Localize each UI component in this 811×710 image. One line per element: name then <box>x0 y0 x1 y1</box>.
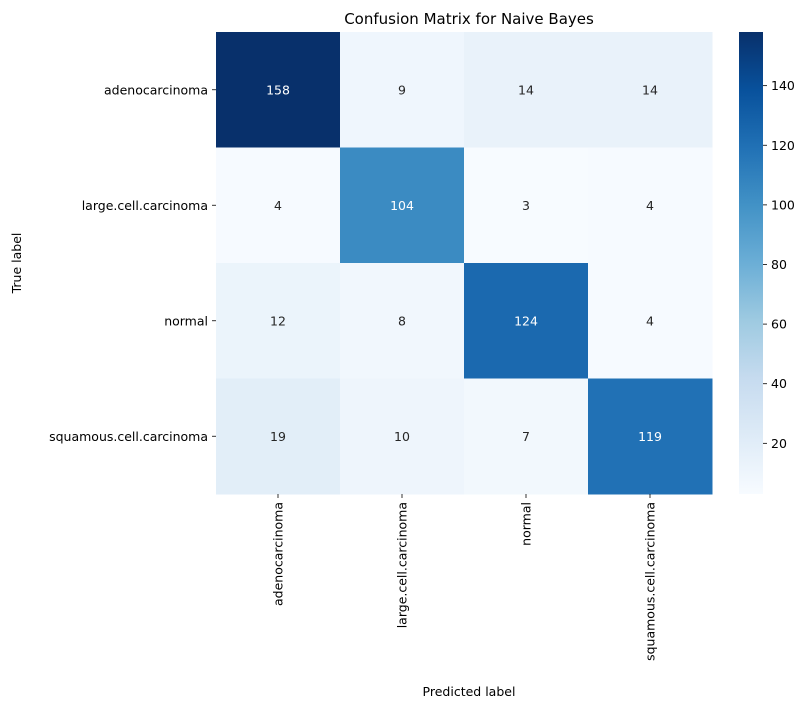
y-axis-ticks: adenocarcinoma large.cell.carcinoma normal… <box>49 82 216 444</box>
heatmap-cell <box>464 32 589 148</box>
x-tick-label: squamous.cell.carcinoma <box>643 502 658 661</box>
heatmap-cell <box>340 263 465 379</box>
cell-value-label: 14 <box>518 82 534 97</box>
x-tick-label: normal <box>519 502 534 546</box>
heatmap-cell <box>588 263 713 379</box>
heatmap-cell <box>216 263 341 379</box>
cell-value-label: 9 <box>398 82 406 97</box>
heatmap-cell <box>340 147 465 264</box>
y-tick-label: adenocarcinoma <box>104 82 208 97</box>
cell-value-label: 19 <box>270 429 286 444</box>
cell-value-label: 4 <box>274 198 282 213</box>
colorbar-tick-label: 140 <box>771 78 795 93</box>
colorbar-tick-label: 20 <box>771 436 787 451</box>
cell-value-label: 158 <box>266 82 290 97</box>
colorbar-tick-label: 80 <box>771 257 787 272</box>
cell-value-label: 12 <box>270 313 286 328</box>
y-tick-label: large.cell.carcinoma <box>82 198 208 213</box>
cell-value-label: 3 <box>522 198 530 213</box>
x-axis-ticks: adenocarcinoma large.cell.carcinoma normal… <box>271 494 658 661</box>
heatmap-cell <box>464 378 589 495</box>
cell-value-label: 14 <box>642 82 658 97</box>
heatmap-cell <box>588 147 713 264</box>
cell-value-label: 7 <box>522 429 530 444</box>
cell-value-label: 8 <box>398 313 406 328</box>
heatmap-cell <box>216 32 341 148</box>
heatmap-cell-labels: 158 9 14 14 4 104 3 4 12 8 124 4 19 10 7 119 <box>266 82 662 444</box>
heatmap-cell <box>216 378 341 495</box>
heatmap-cell <box>464 263 589 379</box>
x-axis-label: Predicted label <box>423 684 516 699</box>
colorbar-ticks: 20 40 60 80 100 120 140 <box>763 78 795 451</box>
cell-value-label: 104 <box>390 198 414 213</box>
y-tick-label: squamous.cell.carcinoma <box>49 429 208 444</box>
colorbar-tick-label: 100 <box>771 197 795 212</box>
colorbar <box>739 32 763 494</box>
y-axis-label: True label <box>9 233 24 295</box>
heatmap-cell <box>588 378 713 495</box>
cell-value-label: 10 <box>394 429 410 444</box>
heatmap-cell <box>340 378 465 495</box>
colorbar-tick-label: 120 <box>771 138 795 153</box>
y-tick-label: normal <box>164 313 208 328</box>
x-tick-label: adenocarcinoma <box>271 502 286 606</box>
cell-value-label: 4 <box>646 313 654 328</box>
heatmap-cell <box>216 147 341 264</box>
colorbar-tick-label: 40 <box>771 376 787 391</box>
heatmap-cell <box>340 32 465 148</box>
cell-value-label: 119 <box>638 429 662 444</box>
cell-value-label: 124 <box>514 313 538 328</box>
heatmap-cells <box>216 32 713 495</box>
chart-title: Confusion Matrix for Naive Bayes <box>344 10 594 28</box>
cell-value-label: 4 <box>646 198 654 213</box>
colorbar-tick-label: 60 <box>771 317 787 332</box>
heatmap-cell <box>588 32 713 148</box>
x-tick-label: large.cell.carcinoma <box>395 502 410 628</box>
heatmap-cell <box>464 147 589 264</box>
